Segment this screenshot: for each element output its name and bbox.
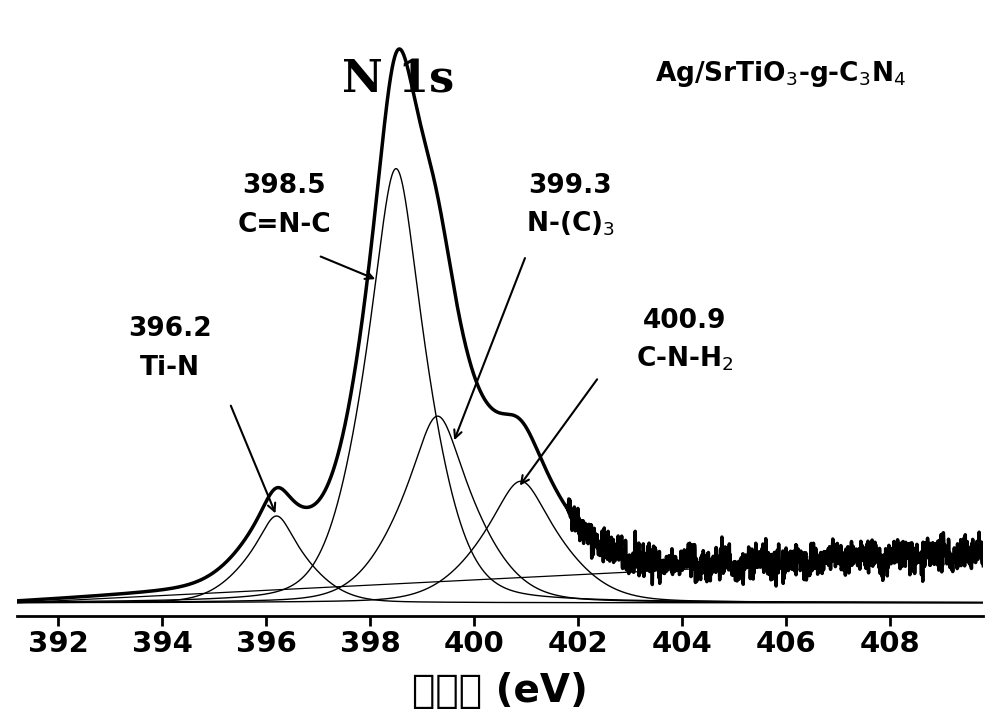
Text: N-(C)$_3$: N-(C)$_3$ bbox=[526, 209, 615, 238]
Text: 398.5: 398.5 bbox=[243, 173, 326, 199]
Text: 399.3: 399.3 bbox=[528, 173, 612, 199]
Text: C=N-C: C=N-C bbox=[238, 212, 331, 238]
Text: 400.9: 400.9 bbox=[643, 308, 726, 334]
Text: N 1s: N 1s bbox=[342, 59, 455, 102]
X-axis label: 结合能 (eV): 结合能 (eV) bbox=[412, 672, 588, 710]
Text: Ag/SrTiO$_3$-g-C$_3$N$_4$: Ag/SrTiO$_3$-g-C$_3$N$_4$ bbox=[655, 59, 906, 89]
Text: Ti-N: Ti-N bbox=[140, 356, 200, 382]
Text: C-N-H$_2$: C-N-H$_2$ bbox=[636, 344, 733, 373]
Text: 396.2: 396.2 bbox=[128, 316, 212, 342]
